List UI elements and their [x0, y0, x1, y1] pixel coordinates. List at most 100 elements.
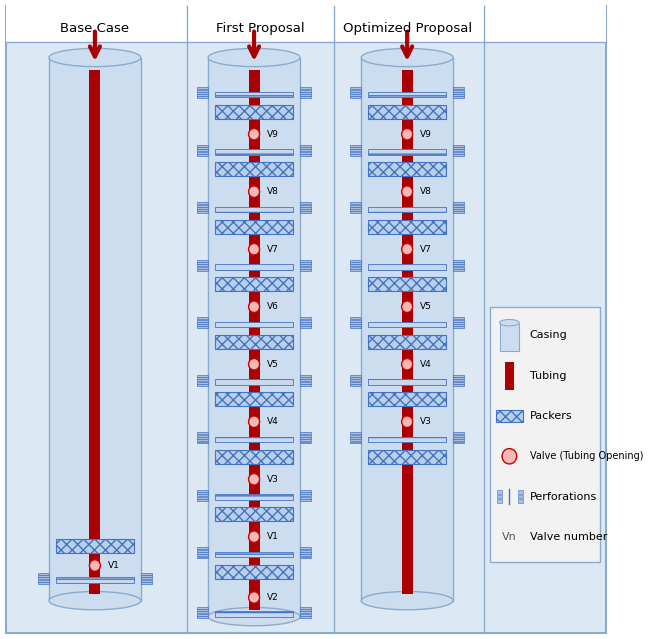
- Circle shape: [401, 358, 413, 370]
- Bar: [197, 145, 208, 147]
- Bar: [197, 490, 208, 492]
- Bar: [350, 150, 361, 151]
- Bar: [215, 206, 293, 212]
- Bar: [300, 265, 311, 266]
- Circle shape: [248, 592, 260, 603]
- Bar: [350, 92, 361, 94]
- Bar: [350, 88, 361, 89]
- Bar: [350, 265, 361, 266]
- Bar: [300, 550, 311, 551]
- Bar: [215, 436, 293, 442]
- Bar: [453, 322, 464, 324]
- Bar: [197, 377, 208, 379]
- Bar: [350, 327, 361, 328]
- Bar: [300, 609, 311, 611]
- Text: Casing: Casing: [530, 330, 568, 341]
- Bar: [300, 499, 311, 501]
- Bar: [300, 212, 311, 213]
- Bar: [215, 392, 293, 406]
- Bar: [197, 557, 208, 558]
- Bar: [453, 266, 464, 268]
- Bar: [300, 94, 311, 96]
- Bar: [453, 145, 464, 147]
- Bar: [453, 442, 464, 443]
- Bar: [518, 490, 523, 494]
- Bar: [300, 497, 311, 498]
- Bar: [453, 435, 464, 436]
- Bar: [215, 321, 293, 327]
- Circle shape: [248, 186, 260, 197]
- Bar: [300, 381, 311, 383]
- Bar: [197, 262, 208, 264]
- Bar: [350, 442, 361, 443]
- Bar: [197, 147, 208, 149]
- Bar: [453, 151, 464, 153]
- Bar: [197, 499, 208, 501]
- Bar: [453, 318, 464, 320]
- Circle shape: [248, 473, 260, 485]
- Bar: [368, 450, 446, 464]
- Bar: [38, 573, 49, 575]
- Bar: [197, 548, 208, 550]
- Bar: [215, 335, 293, 349]
- Bar: [368, 392, 446, 406]
- Bar: [300, 327, 311, 328]
- FancyBboxPatch shape: [489, 307, 600, 562]
- Bar: [300, 439, 311, 441]
- Bar: [215, 220, 293, 234]
- Bar: [215, 494, 293, 500]
- Bar: [300, 207, 311, 209]
- Bar: [497, 499, 502, 503]
- Ellipse shape: [49, 592, 141, 610]
- Bar: [350, 433, 361, 435]
- Bar: [197, 442, 208, 443]
- Bar: [453, 203, 464, 204]
- Bar: [197, 212, 208, 213]
- Bar: [453, 375, 464, 377]
- Bar: [453, 88, 464, 89]
- Bar: [453, 89, 464, 91]
- Bar: [453, 433, 464, 435]
- Bar: [453, 384, 464, 386]
- Ellipse shape: [361, 592, 453, 610]
- Text: Vn: Vn: [502, 532, 517, 542]
- Text: V3: V3: [420, 417, 432, 426]
- Bar: [197, 88, 208, 89]
- Bar: [49, 58, 141, 601]
- Bar: [215, 565, 293, 579]
- Bar: [300, 554, 311, 556]
- Bar: [368, 436, 446, 442]
- Bar: [350, 151, 361, 153]
- Bar: [197, 437, 208, 439]
- Bar: [300, 260, 311, 262]
- Bar: [141, 578, 152, 580]
- Bar: [300, 324, 311, 326]
- Bar: [350, 320, 361, 321]
- Bar: [141, 575, 152, 577]
- Circle shape: [248, 243, 260, 255]
- Circle shape: [248, 416, 260, 427]
- Bar: [300, 616, 311, 618]
- Bar: [215, 277, 293, 291]
- Bar: [215, 105, 293, 119]
- Bar: [197, 433, 208, 435]
- Bar: [197, 612, 208, 613]
- Bar: [141, 582, 152, 584]
- Bar: [350, 266, 361, 268]
- Text: V9: V9: [420, 130, 432, 139]
- Bar: [300, 442, 311, 443]
- Bar: [197, 320, 208, 321]
- Bar: [300, 322, 311, 324]
- Bar: [350, 269, 361, 271]
- Bar: [215, 149, 293, 155]
- Text: V8: V8: [420, 187, 432, 196]
- Bar: [453, 327, 464, 328]
- Text: V3: V3: [267, 475, 279, 484]
- Bar: [197, 322, 208, 324]
- Bar: [350, 204, 361, 206]
- Bar: [300, 384, 311, 386]
- Text: Tubing: Tubing: [530, 371, 566, 381]
- Bar: [300, 492, 311, 494]
- Bar: [215, 264, 293, 270]
- Bar: [197, 207, 208, 209]
